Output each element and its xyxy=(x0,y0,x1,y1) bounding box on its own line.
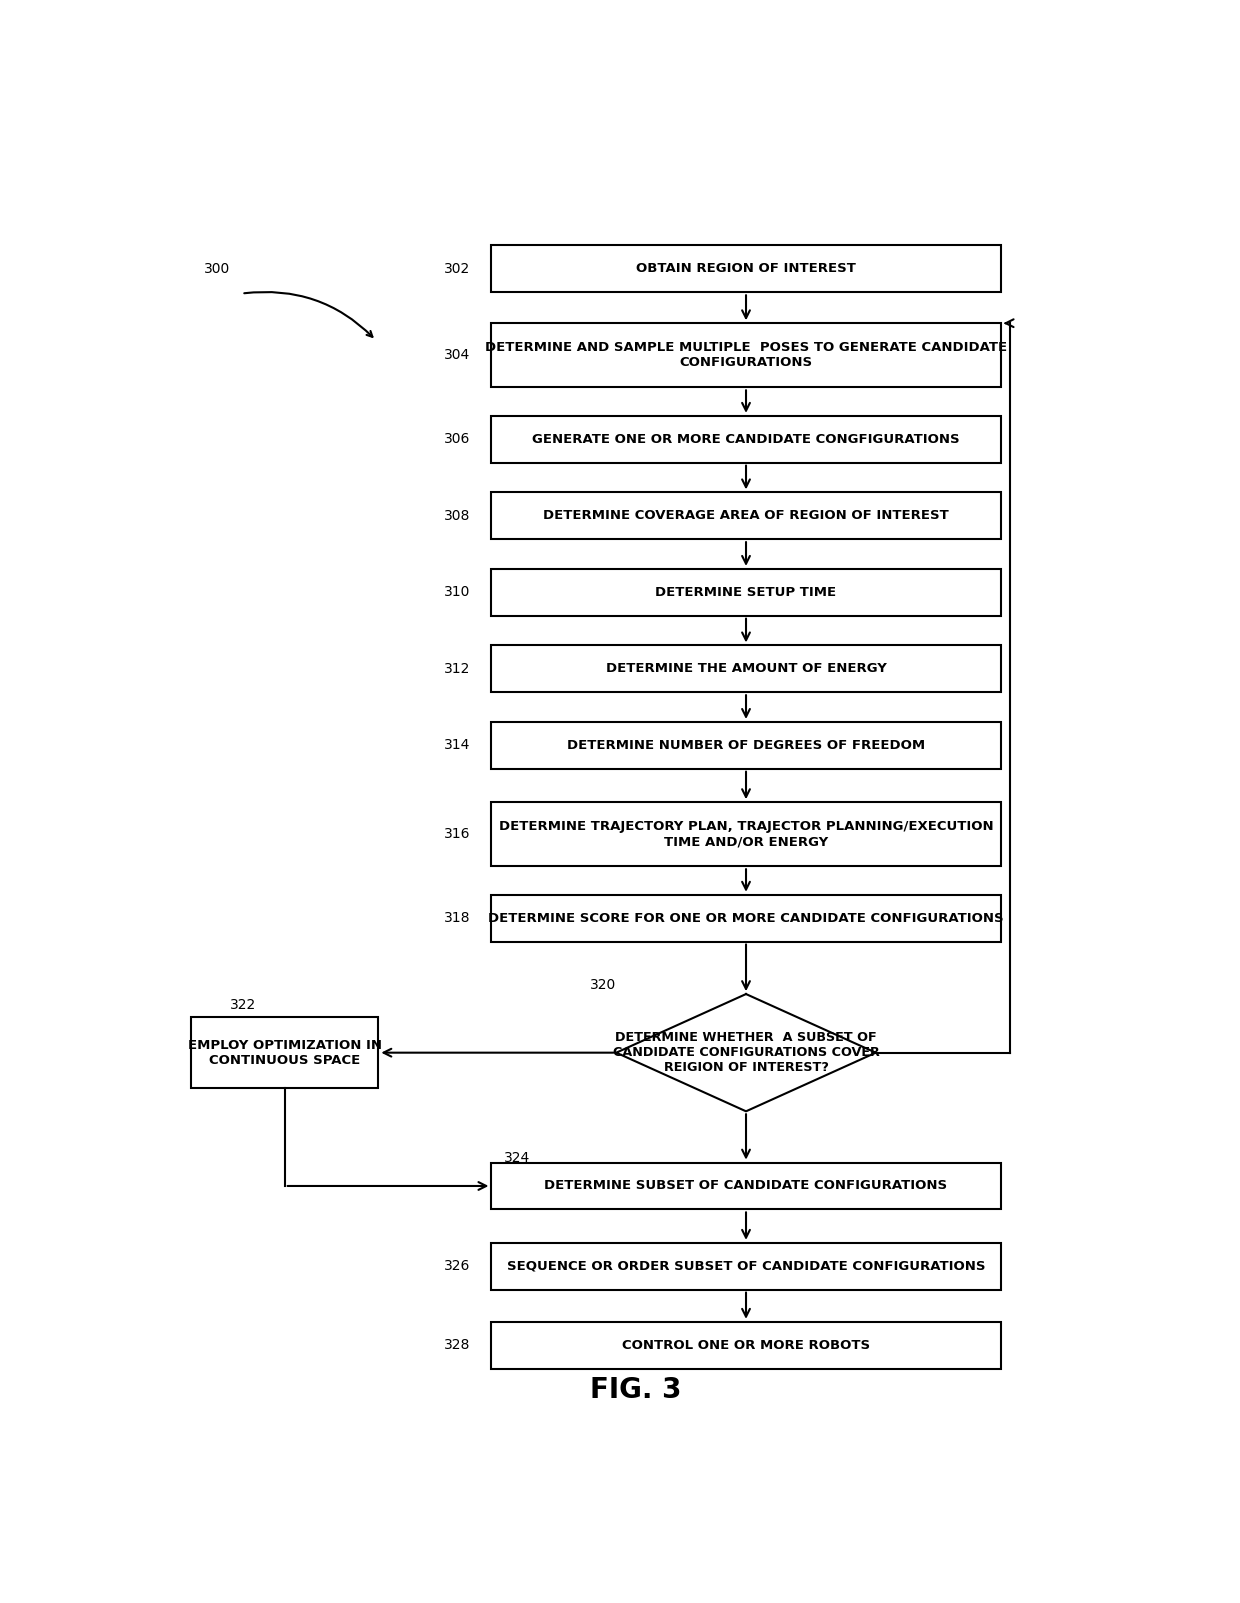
Text: FIG. 3: FIG. 3 xyxy=(590,1377,681,1404)
Text: DETERMINE WHETHER  A SUBSET OF
CANDIDATE CONFIGURATIONS COVER
REIGION OF INTERES: DETERMINE WHETHER A SUBSET OF CANDIDATE … xyxy=(613,1031,879,1074)
Text: DETERMINE AND SAMPLE MULTIPLE  POSES TO GENERATE CANDIDATE
CONFIGURATIONS: DETERMINE AND SAMPLE MULTIPLE POSES TO G… xyxy=(485,341,1007,369)
Text: 306: 306 xyxy=(444,433,470,446)
FancyBboxPatch shape xyxy=(491,324,1001,388)
Text: 316: 316 xyxy=(444,827,470,842)
Text: 322: 322 xyxy=(229,997,255,1011)
FancyBboxPatch shape xyxy=(491,646,1001,692)
Text: 308: 308 xyxy=(444,508,470,523)
Text: CONTROL ONE OR MORE ROBOTS: CONTROL ONE OR MORE ROBOTS xyxy=(622,1339,870,1351)
Text: 326: 326 xyxy=(444,1260,470,1273)
FancyBboxPatch shape xyxy=(491,415,1001,463)
Text: 312: 312 xyxy=(444,662,470,676)
FancyBboxPatch shape xyxy=(491,245,1001,292)
FancyBboxPatch shape xyxy=(491,492,1001,539)
FancyBboxPatch shape xyxy=(491,569,1001,616)
Text: DETERMINE COVERAGE AREA OF REGION OF INTEREST: DETERMINE COVERAGE AREA OF REGION OF INT… xyxy=(543,510,949,523)
FancyBboxPatch shape xyxy=(491,1162,1001,1209)
Text: 328: 328 xyxy=(444,1339,470,1353)
FancyBboxPatch shape xyxy=(491,894,1001,941)
Text: DETERMINE THE AMOUNT OF ENERGY: DETERMINE THE AMOUNT OF ENERGY xyxy=(605,662,887,675)
Text: 314: 314 xyxy=(444,739,470,752)
Text: DETERMINE SUBSET OF CANDIDATE CONFIGURATIONS: DETERMINE SUBSET OF CANDIDATE CONFIGURAT… xyxy=(544,1180,947,1193)
Text: EMPLOY OPTIMIZATION IN
CONTINUOUS SPACE: EMPLOY OPTIMIZATION IN CONTINUOUS SPACE xyxy=(187,1039,382,1066)
FancyBboxPatch shape xyxy=(491,1242,1001,1290)
Text: 300: 300 xyxy=(205,261,231,276)
Text: OBTAIN REGION OF INTEREST: OBTAIN REGION OF INTEREST xyxy=(636,263,856,276)
FancyBboxPatch shape xyxy=(491,802,1001,866)
Text: 320: 320 xyxy=(590,978,616,992)
FancyBboxPatch shape xyxy=(191,1016,378,1088)
Text: DETERMINE SETUP TIME: DETERMINE SETUP TIME xyxy=(656,585,837,600)
Text: 318: 318 xyxy=(444,911,470,925)
FancyBboxPatch shape xyxy=(491,1322,1001,1369)
Text: 324: 324 xyxy=(503,1151,529,1165)
Text: 302: 302 xyxy=(444,261,470,276)
Text: GENERATE ONE OR MORE CANDIDATE CONGFIGURATIONS: GENERATE ONE OR MORE CANDIDATE CONGFIGUR… xyxy=(532,433,960,446)
Text: DETERMINE SCORE FOR ONE OR MORE CANDIDATE CONFIGURATIONS: DETERMINE SCORE FOR ONE OR MORE CANDIDAT… xyxy=(489,912,1004,925)
FancyBboxPatch shape xyxy=(491,721,1001,769)
Text: DETERMINE NUMBER OF DEGREES OF FREEDOM: DETERMINE NUMBER OF DEGREES OF FREEDOM xyxy=(567,739,925,752)
Polygon shape xyxy=(616,994,875,1111)
Text: DETERMINE TRAJECTORY PLAN, TRAJECTOR PLANNING/EXECUTION
TIME AND/OR ENERGY: DETERMINE TRAJECTORY PLAN, TRAJECTOR PLA… xyxy=(498,821,993,848)
Text: 310: 310 xyxy=(444,585,470,600)
Text: 304: 304 xyxy=(444,348,470,362)
Text: SEQUENCE OR ORDER SUBSET OF CANDIDATE CONFIGURATIONS: SEQUENCE OR ORDER SUBSET OF CANDIDATE CO… xyxy=(507,1260,986,1273)
